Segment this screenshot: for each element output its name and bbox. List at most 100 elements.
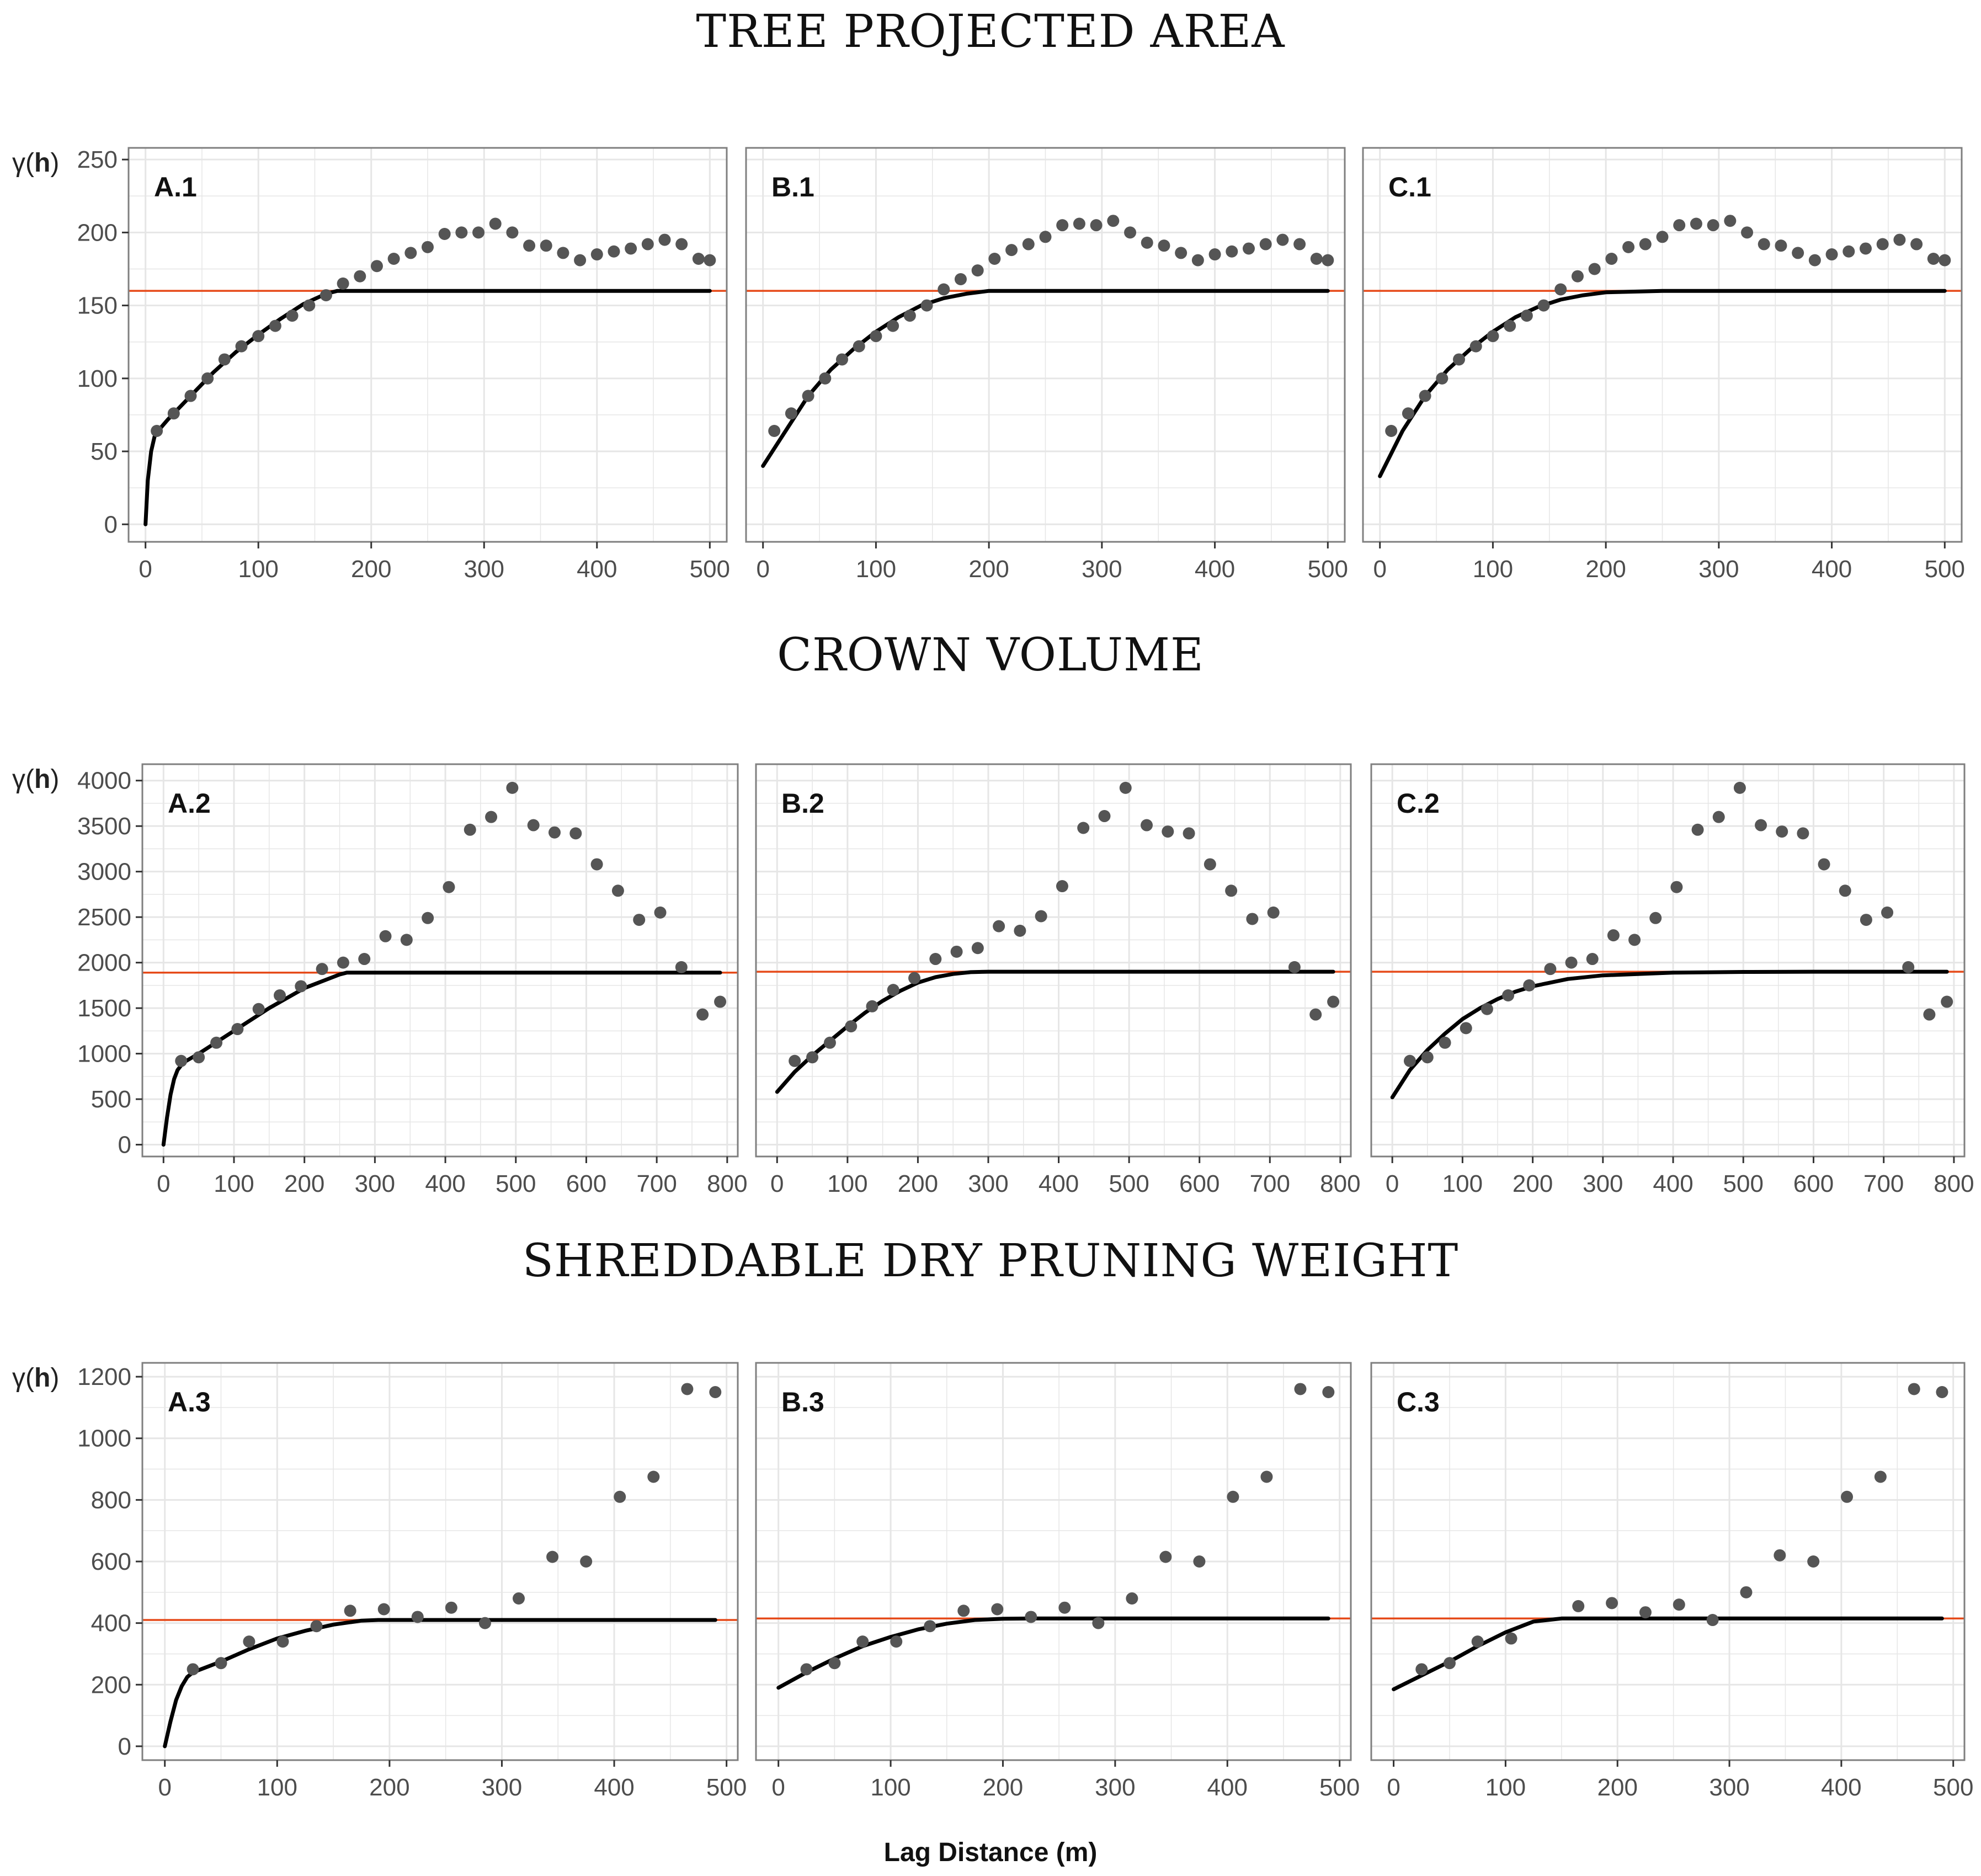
data-point xyxy=(856,1635,869,1648)
data-point xyxy=(489,217,502,230)
data-point xyxy=(1415,1663,1428,1676)
data-point xyxy=(675,238,688,251)
data-point xyxy=(1421,1051,1434,1064)
x-tick-label: 0 xyxy=(771,1774,785,1801)
x-tick-label: 100 xyxy=(257,1774,297,1801)
y-tick-label: 50 xyxy=(90,438,118,465)
panel-tag: B.1 xyxy=(771,172,814,202)
panel-b-3: B.3 0 100 200 300 400 500 xyxy=(755,1362,1360,1801)
data-point xyxy=(319,289,332,302)
data-point xyxy=(523,239,536,252)
data-point xyxy=(1537,299,1550,312)
data-point xyxy=(1910,238,1923,251)
panel-b-1: B.1 0 100 200 300 400 500 xyxy=(745,147,1348,583)
data-point xyxy=(379,930,392,942)
panel-tag: C.1 xyxy=(1388,172,1431,202)
data-point xyxy=(1936,1386,1948,1399)
data-point xyxy=(411,1611,424,1623)
panel-a-1: A.1 0 100 200 300 400 500 0 50 100 150 200 250 xyxy=(77,146,730,583)
x-tick-label: 300 xyxy=(464,556,504,583)
data-point xyxy=(1939,254,1951,267)
data-point xyxy=(151,425,163,438)
gridlines xyxy=(1371,1363,1964,1760)
data-point xyxy=(286,310,299,322)
x-tick-label: 100 xyxy=(238,556,278,583)
data-point xyxy=(1755,819,1767,832)
data-point xyxy=(422,241,434,253)
data-point xyxy=(1741,226,1754,239)
data-point xyxy=(1226,245,1238,258)
data-point xyxy=(295,980,307,993)
data-point xyxy=(633,914,646,926)
data-point xyxy=(1385,425,1398,438)
data-point xyxy=(704,254,716,267)
y-axis-label-row-2: γ(h) xyxy=(12,765,60,794)
data-point xyxy=(1860,914,1872,926)
data-point xyxy=(1039,231,1052,243)
x-tick-label: 400 xyxy=(1039,1170,1079,1197)
x-tick-label: 700 xyxy=(1250,1170,1290,1197)
panel-tag: B.2 xyxy=(781,788,824,819)
data-point xyxy=(1267,906,1280,919)
x-tick-label: 600 xyxy=(1179,1170,1220,1197)
panel-border xyxy=(1370,1362,1966,1761)
data-point xyxy=(569,827,582,840)
data-point xyxy=(455,226,468,239)
x-tick-label: 0 xyxy=(139,556,152,583)
data-point xyxy=(887,319,899,332)
panel-tag: A.1 xyxy=(154,172,197,202)
data-point xyxy=(954,273,967,285)
data-point xyxy=(557,247,569,259)
y-tick-label: 600 xyxy=(91,1548,131,1575)
panel-c-2: C.2 0 100 200 300 400 500 600 700 800 xyxy=(1370,763,1974,1197)
x-tick-label: 100 xyxy=(856,556,896,583)
data-point xyxy=(210,1036,223,1049)
data-point xyxy=(647,1470,660,1483)
data-point xyxy=(1191,254,1204,267)
x-tick-label: 800 xyxy=(1934,1170,1974,1197)
data-point xyxy=(681,1383,694,1395)
data-point xyxy=(540,239,552,252)
data-point xyxy=(991,1603,1004,1616)
data-point xyxy=(184,390,197,402)
x-tick-label: 400 xyxy=(594,1774,634,1801)
data-point xyxy=(1839,884,1851,897)
data-point xyxy=(1893,233,1906,246)
y-tick-label: 1000 xyxy=(77,1425,131,1452)
data-point xyxy=(506,226,519,239)
y-tick-label: 800 xyxy=(91,1486,131,1513)
fitted-model-curve xyxy=(1390,969,1949,1100)
data-point xyxy=(1607,929,1620,942)
x-tick-label: 500 xyxy=(1925,556,1965,583)
data-point xyxy=(1733,781,1746,794)
data-point xyxy=(870,330,882,343)
data-point xyxy=(1453,353,1466,366)
y-tick-label: 2500 xyxy=(77,904,131,931)
y-tick-label: 200 xyxy=(91,1671,131,1698)
x-tick-label: 400 xyxy=(1653,1170,1693,1197)
data-point xyxy=(1443,1657,1456,1670)
data-point xyxy=(404,247,417,259)
data-point xyxy=(1876,238,1889,251)
data-point xyxy=(1022,238,1035,251)
data-point xyxy=(1469,340,1482,353)
data-point xyxy=(1842,245,1855,258)
x-tick-label: 500 xyxy=(496,1170,536,1197)
data-point xyxy=(1276,233,1289,246)
data-point xyxy=(1403,1054,1416,1067)
x-tick-label: 100 xyxy=(214,1170,254,1197)
x-tick-label: 200 xyxy=(898,1170,938,1197)
x-tick-label: 200 xyxy=(1597,1774,1638,1801)
data-point xyxy=(836,353,849,366)
x-tick-label: 300 xyxy=(1698,556,1739,583)
x-tick-label: 500 xyxy=(1723,1170,1764,1197)
x-tick-label: 400 xyxy=(1821,1774,1861,1801)
data-point xyxy=(950,945,963,958)
data-point xyxy=(785,407,797,420)
y-tick-label: 2000 xyxy=(77,950,131,977)
data-point xyxy=(938,283,950,296)
data-point xyxy=(252,1003,265,1015)
gridlines xyxy=(756,1363,1351,1760)
y-tick-label: 250 xyxy=(77,146,118,173)
data-point xyxy=(1706,1614,1719,1627)
